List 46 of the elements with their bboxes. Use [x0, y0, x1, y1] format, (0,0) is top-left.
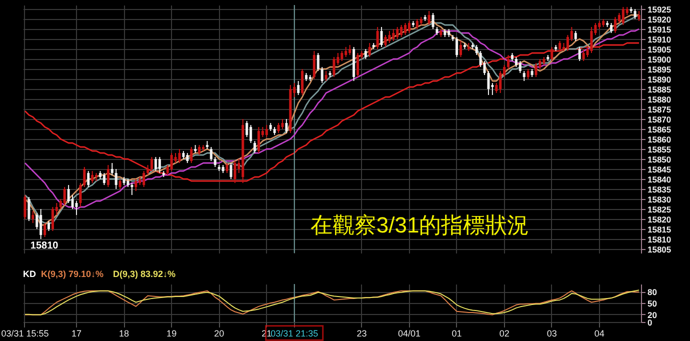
x-tick-label: 02: [499, 328, 510, 338]
x-tick-label: 18: [119, 328, 130, 338]
y-tick-label: 15830: [648, 194, 672, 204]
x-tick-label: 03/31 15:55: [1, 328, 49, 338]
y-tick-label: 15825: [648, 204, 672, 214]
y-tick-label: 15880: [648, 94, 672, 104]
y-tick-label: 20: [648, 310, 658, 320]
y-tick-label: 15865: [648, 124, 672, 134]
y-tick-label: 15920: [648, 14, 672, 24]
y-tick-label: 15815: [648, 224, 672, 234]
y-tick-label: 15875: [648, 104, 672, 114]
x-tick-label: 04: [594, 328, 604, 338]
series-label: K(9,3) 79.10↓%: [41, 269, 104, 279]
x-tick-label: 04/01: [398, 328, 421, 338]
y-tick-label: 15870: [648, 114, 672, 124]
annotation: 在觀察3/31的指標狀況: [310, 212, 530, 238]
y-tick-label: 15855: [648, 144, 672, 154]
y-tick-label: 80: [648, 287, 658, 298]
annotation: 15810: [30, 240, 59, 252]
y-tick-label: 15925: [648, 4, 672, 14]
y-tick-label: 0: [648, 318, 652, 328]
series-label: D(9,3) 83.92↓%: [113, 269, 176, 279]
y-tick-label: 15890: [648, 74, 672, 84]
legend-title: KD: [23, 269, 36, 279]
y-tick-label: 15840: [648, 174, 672, 184]
x-tick-label: 03/31 21:35: [270, 328, 318, 338]
y-tick-label: 15905: [648, 44, 672, 54]
y-tick-label: 15805: [648, 244, 672, 254]
y-tick-label: 15835: [648, 184, 672, 194]
y-tick-label: 15910: [648, 34, 672, 44]
y-tick-label: 15810: [648, 234, 672, 244]
y-tick-label: 15850: [648, 154, 672, 164]
y-tick-label: 15885: [648, 84, 672, 94]
x-tick-label: 03: [546, 328, 557, 338]
x-tick-label: 20: [214, 328, 224, 338]
x-tick-label: 19: [166, 328, 177, 338]
x-tick-label: 17: [71, 328, 82, 338]
y-tick-label: 15860: [648, 134, 672, 144]
y-tick-label: 15845: [648, 164, 672, 174]
y-tick-label: 15820: [648, 214, 672, 224]
y-tick-label: 15895: [648, 64, 672, 74]
y-tick-label: 15900: [648, 54, 672, 64]
x-tick-label: 01: [452, 328, 462, 338]
x-tick-label: 23: [356, 328, 367, 338]
y-tick-label: 15915: [648, 24, 672, 34]
y-tick-label: 50: [648, 298, 658, 308]
